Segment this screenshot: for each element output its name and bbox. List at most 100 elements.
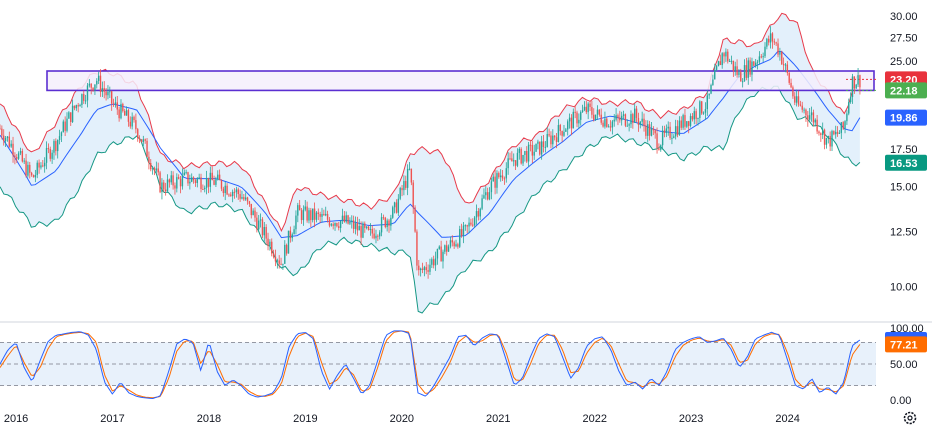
candle <box>775 41 777 46</box>
candle <box>434 251 437 271</box>
candle <box>695 108 697 125</box>
candle <box>349 217 351 226</box>
candle <box>351 215 353 229</box>
candle <box>304 199 306 212</box>
candle <box>379 230 381 240</box>
range-zone-rect[interactable] <box>46 70 875 92</box>
candle <box>198 173 200 180</box>
candle <box>771 32 774 49</box>
candle <box>272 249 275 259</box>
candle <box>447 244 450 252</box>
candle <box>274 249 277 267</box>
candle <box>261 217 264 239</box>
candle <box>29 161 31 179</box>
candle <box>114 96 117 108</box>
candle <box>741 78 744 88</box>
candle <box>218 169 221 181</box>
candle <box>259 213 262 228</box>
candle <box>183 169 185 176</box>
candle <box>57 139 59 159</box>
candle <box>19 147 22 156</box>
candle <box>235 186 238 198</box>
candle <box>844 120 846 134</box>
candle <box>799 100 802 107</box>
candle <box>321 207 323 223</box>
candle <box>518 147 521 160</box>
candle <box>62 119 64 133</box>
candle <box>388 218 390 233</box>
time-tick-label: 2016 <box>4 413 28 425</box>
candle <box>708 93 710 99</box>
candle <box>64 116 66 137</box>
candle <box>598 109 601 117</box>
candle <box>421 262 424 274</box>
candle <box>181 168 184 190</box>
candle <box>808 107 811 121</box>
bollinger-bands <box>0 12 861 314</box>
candle <box>661 125 664 150</box>
candle <box>276 258 279 269</box>
candle <box>354 216 357 235</box>
candle <box>75 104 78 111</box>
candle <box>790 78 792 89</box>
candle <box>552 129 554 148</box>
candle <box>330 222 333 227</box>
candle <box>714 63 716 80</box>
candle <box>377 234 379 241</box>
candle <box>131 112 133 130</box>
candle <box>712 74 714 86</box>
candle <box>172 171 174 190</box>
candle <box>34 169 37 183</box>
candle <box>386 218 388 232</box>
candle <box>58 129 61 145</box>
candle <box>464 224 467 231</box>
candle <box>717 60 720 67</box>
stochastic-tick-label: 50.00 <box>890 359 918 371</box>
candle <box>634 103 636 123</box>
candle <box>626 119 628 127</box>
candle <box>43 157 46 173</box>
candle <box>109 86 111 98</box>
candle <box>207 177 210 194</box>
candle <box>403 175 405 196</box>
candle <box>323 209 325 216</box>
candle <box>613 114 615 127</box>
candle <box>336 222 338 228</box>
candle <box>849 92 852 104</box>
range-zone[interactable] <box>46 70 875 92</box>
candle <box>237 187 239 200</box>
candle <box>326 210 329 223</box>
candle <box>317 208 319 221</box>
candle <box>728 58 731 63</box>
candle <box>840 121 843 139</box>
candle <box>553 135 556 141</box>
candle <box>693 106 695 125</box>
gear-icon[interactable] <box>903 411 917 425</box>
candle <box>291 232 293 242</box>
candle <box>246 196 249 205</box>
candle <box>280 257 282 266</box>
candle <box>686 121 688 129</box>
candle <box>782 57 785 71</box>
candle <box>483 188 485 199</box>
candle <box>682 113 684 130</box>
candle <box>66 112 68 133</box>
candle <box>857 68 859 88</box>
candle <box>339 220 342 233</box>
candle <box>453 240 455 249</box>
candle <box>308 207 310 224</box>
candle <box>42 159 44 168</box>
candle <box>827 135 829 144</box>
candle <box>27 161 29 178</box>
candle <box>689 113 692 128</box>
candle <box>546 127 548 148</box>
candle <box>300 207 303 224</box>
candle <box>611 119 614 135</box>
candle <box>680 116 682 131</box>
candle <box>289 226 292 243</box>
candle <box>585 101 588 115</box>
candle <box>185 169 187 175</box>
axis-value-tag: 22.18 <box>885 82 927 99</box>
candle <box>3 129 5 146</box>
candle <box>602 120 604 128</box>
